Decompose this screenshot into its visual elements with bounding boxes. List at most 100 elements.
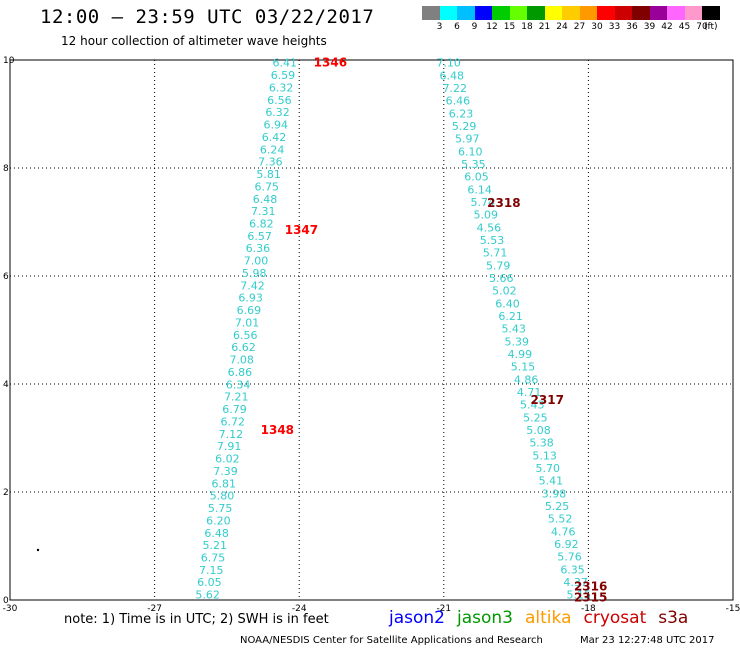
legend-label: 18 xyxy=(521,22,533,32)
wave-height-value: 5.79 xyxy=(486,259,511,272)
wave-height-value: 5.52 xyxy=(548,513,573,526)
wave-height-value: 3.98 xyxy=(542,487,567,500)
color-legend xyxy=(422,6,720,20)
note-text: note: 1) Time is in UTC; 2) SWH is in fe… xyxy=(64,612,329,627)
wave-height-value: 7.36 xyxy=(258,156,283,169)
track-east: 7.106.487.226.466.235.295.976.105.356.05… xyxy=(436,57,591,602)
wave-height-value: 5.13 xyxy=(532,449,557,462)
wave-height-value: 6.75 xyxy=(201,551,226,564)
wave-height-value: 5.25 xyxy=(545,500,570,513)
wave-height-value: 5.21 xyxy=(203,539,228,552)
wave-height-value: 6.62 xyxy=(231,341,256,354)
legend-label: 42 xyxy=(661,22,673,32)
wave-height-value: 5.75 xyxy=(208,502,233,515)
legend-swatch xyxy=(614,6,632,20)
wave-height-value: 6.23 xyxy=(449,107,474,120)
wave-height-value: 7.00 xyxy=(244,255,269,268)
lat-tick-label: 10 xyxy=(3,56,15,66)
pass-time-label: 1348 xyxy=(261,423,294,437)
satellite-s3a: s3a xyxy=(658,608,689,628)
lon-tick-label: -21 xyxy=(436,604,451,614)
legend-swatch xyxy=(649,6,667,20)
footer-timestamp: Mar 23 12:27:48 UTC 2017 xyxy=(580,635,715,646)
satellite-jason2: jason2 xyxy=(389,608,445,628)
wave-height-value: 5.38 xyxy=(529,437,554,450)
wave-height-value: 6.41 xyxy=(272,57,297,70)
wave-height-value: 6.14 xyxy=(467,183,492,196)
legend-label: 21 xyxy=(538,22,551,32)
wave-height-value: 6.40 xyxy=(495,297,520,310)
wave-height-value: 5.15 xyxy=(567,589,592,602)
wave-height-value: 6.82 xyxy=(249,218,274,231)
wave-height-value: 4.37 xyxy=(563,576,588,589)
wave-height-value: 6.92 xyxy=(554,538,579,551)
wave-height-value: 5.15 xyxy=(511,361,536,374)
wave-height-value: 5.74 xyxy=(470,196,495,209)
pass-time-label: 2316 xyxy=(574,580,607,594)
wave-height-value: 5.80 xyxy=(210,490,235,503)
wave-height-value: 6.32 xyxy=(269,81,294,94)
legend-swatch xyxy=(632,6,650,20)
wave-height-value: 6.48 xyxy=(204,527,229,540)
satellite-cryosat: cryosat xyxy=(583,608,647,628)
wave-height-value: 6.34 xyxy=(226,378,251,391)
wave-height-value: 5.98 xyxy=(242,267,267,280)
pass-time-label: 1347 xyxy=(285,223,318,237)
wave-height-value: 4.56 xyxy=(477,221,502,234)
lat-tick-label: 6 xyxy=(3,272,9,282)
legend-label: 30 xyxy=(591,22,603,32)
wave-height-value: 5.53 xyxy=(480,234,505,247)
wave-height-value: 6.93 xyxy=(238,292,263,305)
satellite-jason3: jason3 xyxy=(457,608,513,628)
legend-swatch xyxy=(474,6,492,20)
pass-time-label: 2317 xyxy=(531,393,564,407)
wave-height-value: 6.57 xyxy=(247,230,272,243)
wave-height-value: 5.81 xyxy=(256,168,281,181)
wave-height-value: 5.70 xyxy=(536,462,561,475)
legend-swatch xyxy=(684,6,702,20)
legend-swatch xyxy=(562,6,580,20)
wave-height-value: 5.43 xyxy=(501,323,526,336)
wave-height-value: 7.15 xyxy=(199,564,224,577)
wave-height-value: 7.08 xyxy=(229,354,254,367)
legend-swatch xyxy=(527,6,545,20)
legend-label: 70 xyxy=(696,22,708,32)
pass-time-label: 2315 xyxy=(574,590,607,604)
legend-swatch xyxy=(422,6,440,20)
legend-label: 6 xyxy=(454,22,460,32)
footer-organization: NOAA/NESDIS Center for Satellite Applica… xyxy=(240,635,543,646)
wave-height-value: 7.21 xyxy=(224,391,249,404)
wave-height-value: 5.41 xyxy=(539,475,564,488)
wave-height-value: 5.29 xyxy=(452,120,477,133)
lat-tick-label: 2 xyxy=(3,488,9,498)
wave-height-value: 4.99 xyxy=(508,348,533,361)
wave-height-value: 6.02 xyxy=(215,453,240,466)
track-west: 6.416.596.326.566.326.946.426.247.365.81… xyxy=(195,57,297,602)
altimeter-tracks: 6.416.596.326.566.326.946.426.247.365.81… xyxy=(195,57,591,602)
wave-height-value: 5.02 xyxy=(492,285,517,298)
wave-height-value: 7.10 xyxy=(436,57,461,70)
legend-swatch xyxy=(667,6,685,20)
legend-swatch xyxy=(439,6,457,20)
wave-height-value: 6.42 xyxy=(262,131,287,144)
lon-tick-label: -18 xyxy=(581,604,596,614)
wave-height-value: 5.97 xyxy=(455,133,480,146)
lon-tick-label: -15 xyxy=(726,604,740,614)
legend-label: 3 xyxy=(436,22,443,32)
wave-height-value: 6.56 xyxy=(267,94,292,107)
wave-height-value: 4.76 xyxy=(551,525,576,538)
wave-height-value: 5.66 xyxy=(489,272,514,285)
wave-height-value: 6.20 xyxy=(206,514,231,527)
page-title: 12:00 – 23:59 UTC 03/22/2017 xyxy=(40,6,375,28)
legend-label: 27 xyxy=(573,22,586,32)
legend-swatch xyxy=(457,6,475,20)
satellite-altika: altika xyxy=(525,608,572,628)
wave-height-value: 6.72 xyxy=(220,415,245,428)
map-dot xyxy=(36,548,40,552)
wave-height-value: 6.86 xyxy=(228,366,253,379)
wave-height-value: 5.71 xyxy=(483,247,508,260)
wave-height-value: 6.21 xyxy=(498,310,523,323)
satellite-legend: jason2 jason3 altika cryosat s3a xyxy=(389,608,688,628)
map-axes: -30 -27 -24 -21 -18 -15 0 2 4 6 8 10 xyxy=(3,56,740,614)
legend-label: 12 xyxy=(486,22,498,32)
